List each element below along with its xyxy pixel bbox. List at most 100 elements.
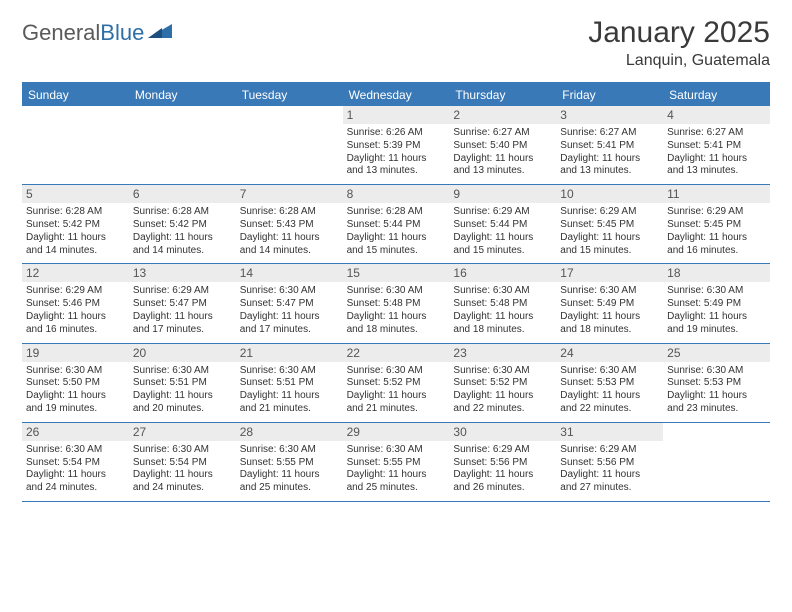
day-info: Sunrise: 6:30 AMSunset: 5:55 PMDaylight:…	[347, 444, 446, 495]
daylight-text: Daylight: 11 hours and 18 minutes.	[560, 311, 659, 337]
day-info: Sunrise: 6:29 AMSunset: 5:45 PMDaylight:…	[667, 206, 766, 257]
daylight-text: Daylight: 11 hours and 15 minutes.	[560, 232, 659, 258]
location-label: Lanquin, Guatemala	[588, 52, 770, 70]
sunset-text: Sunset: 5:56 PM	[560, 457, 659, 470]
daylight-text: Daylight: 11 hours and 25 minutes.	[240, 469, 339, 495]
daylight-text: Daylight: 11 hours and 14 minutes.	[240, 232, 339, 258]
day-info: Sunrise: 6:27 AMSunset: 5:41 PMDaylight:…	[560, 127, 659, 178]
daylight-text: Daylight: 11 hours and 18 minutes.	[347, 311, 446, 337]
sunset-text: Sunset: 5:55 PM	[240, 457, 339, 470]
day-info: Sunrise: 6:28 AMSunset: 5:42 PMDaylight:…	[26, 206, 125, 257]
day-number: 24	[556, 344, 663, 362]
sunrise-text: Sunrise: 6:29 AM	[133, 285, 232, 298]
week-row: 5Sunrise: 6:28 AMSunset: 5:42 PMDaylight…	[22, 185, 770, 264]
dow-monday: Monday	[129, 84, 236, 106]
day-number: 2	[449, 106, 556, 124]
daylight-text: Daylight: 11 hours and 14 minutes.	[26, 232, 125, 258]
sunset-text: Sunset: 5:54 PM	[133, 457, 232, 470]
dow-saturday: Saturday	[663, 84, 770, 106]
day-info: Sunrise: 6:27 AMSunset: 5:40 PMDaylight:…	[453, 127, 552, 178]
day-cell: 28 Sunrise: 6:30 AMSunset: 5:55 PMDayligh…	[236, 423, 343, 501]
logo: GeneralBlue	[22, 16, 174, 46]
daylight-text: Daylight: 11 hours and 21 minutes.	[240, 390, 339, 416]
day-cell: .	[663, 423, 770, 501]
dow-friday: Friday	[556, 84, 663, 106]
day-cell: 14Sunrise: 6:30 AMSunset: 5:47 PMDayligh…	[236, 264, 343, 342]
day-number: 12	[22, 264, 129, 282]
day-info: Sunrise: 6:28 AMSunset: 5:44 PMDaylight:…	[347, 206, 446, 257]
daylight-text: Daylight: 11 hours and 13 minutes.	[667, 153, 766, 179]
sunrise-text: Sunrise: 6:28 AM	[240, 206, 339, 219]
sunrise-text: Sunrise: 6:30 AM	[347, 444, 446, 457]
sunrise-text: Sunrise: 6:30 AM	[26, 444, 125, 457]
day-number: 7	[236, 185, 343, 203]
sunrise-text: Sunrise: 6:29 AM	[453, 444, 552, 457]
day-info: Sunrise: 6:26 AMSunset: 5:39 PMDaylight:…	[347, 127, 446, 178]
daylight-text: Daylight: 11 hours and 26 minutes.	[453, 469, 552, 495]
calendar: Sunday Monday Tuesday Wednesday Thursday…	[22, 82, 770, 502]
day-number: 28	[236, 423, 343, 441]
daylight-text: Daylight: 11 hours and 27 minutes.	[560, 469, 659, 495]
day-cell: 7 Sunrise: 6:28 AMSunset: 5:43 PMDaylight…	[236, 185, 343, 263]
sunrise-text: Sunrise: 6:30 AM	[560, 365, 659, 378]
sunset-text: Sunset: 5:44 PM	[453, 219, 552, 232]
daylight-text: Daylight: 11 hours and 14 minutes.	[133, 232, 232, 258]
sunrise-text: Sunrise: 6:29 AM	[453, 206, 552, 219]
dow-wednesday: Wednesday	[343, 84, 450, 106]
day-number: 25	[663, 344, 770, 362]
dow-header-row: Sunday Monday Tuesday Wednesday Thursday…	[22, 84, 770, 106]
day-info: Sunrise: 6:29 AMSunset: 5:56 PMDaylight:…	[560, 444, 659, 495]
day-number: 9	[449, 185, 556, 203]
daylight-text: Daylight: 11 hours and 18 minutes.	[453, 311, 552, 337]
day-cell: 23Sunrise: 6:30 AMSunset: 5:52 PMDayligh…	[449, 344, 556, 422]
sunset-text: Sunset: 5:56 PM	[453, 457, 552, 470]
logo-word1: General	[22, 20, 100, 45]
sunrise-text: Sunrise: 6:29 AM	[560, 444, 659, 457]
day-cell: 13Sunrise: 6:29 AMSunset: 5:47 PMDayligh…	[129, 264, 236, 342]
sunrise-text: Sunrise: 6:30 AM	[667, 365, 766, 378]
daylight-text: Daylight: 11 hours and 22 minutes.	[560, 390, 659, 416]
day-cell: 31Sunrise: 6:29 AMSunset: 5:56 PMDayligh…	[556, 423, 663, 501]
sunset-text: Sunset: 5:51 PM	[133, 377, 232, 390]
day-info: Sunrise: 6:30 AMSunset: 5:54 PMDaylight:…	[26, 444, 125, 495]
daylight-text: Daylight: 11 hours and 24 minutes.	[26, 469, 125, 495]
day-number: 22	[343, 344, 450, 362]
sunset-text: Sunset: 5:46 PM	[26, 298, 125, 311]
day-cell: 1Sunrise: 6:26 AMSunset: 5:39 PMDaylight…	[343, 106, 450, 184]
sunset-text: Sunset: 5:47 PM	[133, 298, 232, 311]
day-cell: 27Sunrise: 6:30 AMSunset: 5:54 PMDayligh…	[129, 423, 236, 501]
sunrise-text: Sunrise: 6:30 AM	[667, 285, 766, 298]
sunset-text: Sunset: 5:43 PM	[240, 219, 339, 232]
day-number: 6	[129, 185, 236, 203]
sunrise-text: Sunrise: 6:30 AM	[453, 365, 552, 378]
week-row: 12Sunrise: 6:29 AMSunset: 5:46 PMDayligh…	[22, 264, 770, 343]
daylight-text: Daylight: 11 hours and 17 minutes.	[240, 311, 339, 337]
day-number: 27	[129, 423, 236, 441]
day-cell: 2 Sunrise: 6:27 AMSunset: 5:40 PMDaylight…	[449, 106, 556, 184]
sunset-text: Sunset: 5:52 PM	[453, 377, 552, 390]
day-cell: 26Sunrise: 6:30 AMSunset: 5:54 PMDayligh…	[22, 423, 129, 501]
month-title: January 2025	[588, 16, 770, 50]
day-info: Sunrise: 6:29 AMSunset: 5:47 PMDaylight:…	[133, 285, 232, 336]
day-number: 17	[556, 264, 663, 282]
sunset-text: Sunset: 5:48 PM	[347, 298, 446, 311]
day-cell: 12Sunrise: 6:29 AMSunset: 5:46 PMDayligh…	[22, 264, 129, 342]
day-number: 10	[556, 185, 663, 203]
sunrise-text: Sunrise: 6:29 AM	[667, 206, 766, 219]
sunrise-text: Sunrise: 6:30 AM	[240, 365, 339, 378]
day-cell: 22Sunrise: 6:30 AMSunset: 5:52 PMDayligh…	[343, 344, 450, 422]
day-number: 21	[236, 344, 343, 362]
week-row: ...1Sunrise: 6:26 AMSunset: 5:39 PMDayli…	[22, 106, 770, 185]
day-info: Sunrise: 6:28 AMSunset: 5:42 PMDaylight:…	[133, 206, 232, 257]
daylight-text: Daylight: 11 hours and 16 minutes.	[26, 311, 125, 337]
daylight-text: Daylight: 11 hours and 20 minutes.	[133, 390, 232, 416]
sunset-text: Sunset: 5:45 PM	[560, 219, 659, 232]
logo-word2: Blue	[100, 20, 144, 45]
day-info: Sunrise: 6:29 AMSunset: 5:45 PMDaylight:…	[560, 206, 659, 257]
sunset-text: Sunset: 5:53 PM	[560, 377, 659, 390]
day-number: 15	[343, 264, 450, 282]
day-info: Sunrise: 6:30 AMSunset: 5:48 PMDaylight:…	[347, 285, 446, 336]
day-number: 3	[556, 106, 663, 124]
sunrise-text: Sunrise: 6:30 AM	[240, 444, 339, 457]
sunset-text: Sunset: 5:49 PM	[667, 298, 766, 311]
